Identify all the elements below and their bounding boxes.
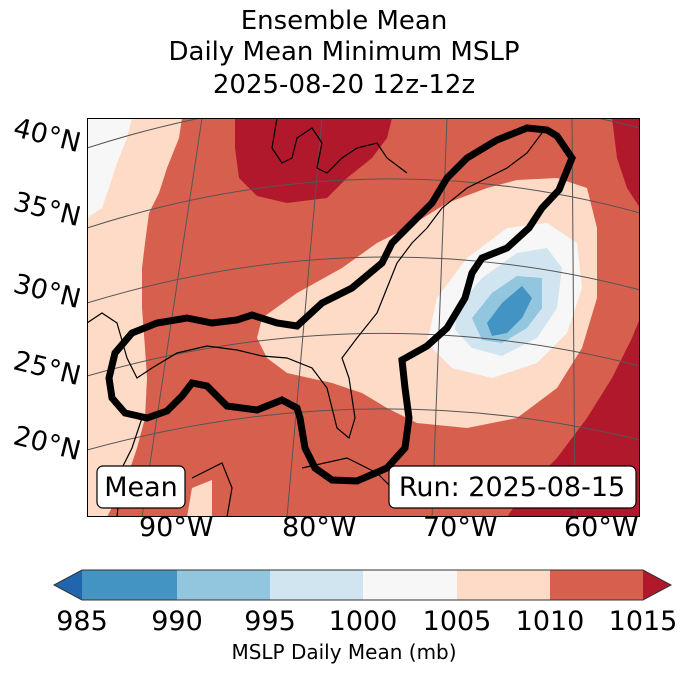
colorbar-tick-995: 995 xyxy=(244,606,296,637)
mean-label-text: Mean xyxy=(104,472,178,503)
run-label-box: Run: 2025-08-15 xyxy=(388,465,637,509)
title-line-2: Daily Mean Minimum MSLP xyxy=(168,37,520,67)
colorbar-extend-under xyxy=(54,570,82,600)
lat-label-30n: 30°N xyxy=(10,268,84,316)
field-1005-1010-west xyxy=(87,118,182,517)
colorbar-outline xyxy=(52,569,673,601)
field-1000-1005-northwest xyxy=(87,118,132,218)
field-985-990-low xyxy=(487,286,532,336)
lon-label-60w: 60°W xyxy=(564,512,639,543)
title-line-1: Ensemble Mean xyxy=(240,6,448,36)
colorbar-bin-1005-1010 xyxy=(457,570,550,600)
map-frame xyxy=(87,118,640,517)
colorbar-bin-990-995 xyxy=(177,570,270,600)
parallel-35n xyxy=(87,178,640,229)
parallel-30n xyxy=(87,256,640,304)
lat-label-40n: 40°N xyxy=(10,112,84,160)
field-gt1015-greatlakes xyxy=(235,118,392,203)
lon-label-90w: 90°W xyxy=(139,512,214,543)
colorbar-bin-995-1000 xyxy=(270,570,363,600)
title-line-3: 2025-08-20 12z-12z xyxy=(212,70,476,100)
lon-label-70w: 70°W xyxy=(423,512,498,543)
lat-label-20n: 20°N xyxy=(10,420,84,468)
colorbar-bin-1000-1005 xyxy=(363,570,457,600)
colorbar-label: MSLP Daily Mean (mb) xyxy=(231,640,457,664)
lon-label-80w: 80°W xyxy=(282,512,357,543)
mslp-map: Mean Run: 2025-08-15 xyxy=(87,118,640,517)
colorbar-bin-985-990 xyxy=(82,570,177,600)
field-1005-1010-yucatan xyxy=(187,480,212,517)
parallel-40n xyxy=(87,118,640,149)
colorbar-tick-1010: 1010 xyxy=(515,606,585,637)
colorbar-tick-985: 985 xyxy=(56,606,108,637)
colorbar-tick-1005: 1005 xyxy=(422,606,492,637)
colorbar-tick-990: 990 xyxy=(151,606,203,637)
colorbar-extend-over xyxy=(643,570,671,600)
run-label-text: Run: 2025-08-15 xyxy=(399,472,625,503)
meridian-60w xyxy=(571,118,576,517)
mean-label-box: Mean xyxy=(96,465,186,509)
lat-label-35n: 35°N xyxy=(10,186,84,234)
field-gt1015-northeast xyxy=(612,118,640,208)
colorbar-tick-1000: 1000 xyxy=(328,606,398,637)
colorbar-bin-1010-1015 xyxy=(550,570,643,600)
colorbar-tick-1015: 1015 xyxy=(608,606,678,637)
colorbar xyxy=(52,569,673,601)
parallel-25n xyxy=(87,332,640,377)
ensemble-outline-contour xyxy=(105,124,576,485)
lat-label-25n: 25°N xyxy=(10,345,84,393)
parallel-20n xyxy=(87,408,640,451)
